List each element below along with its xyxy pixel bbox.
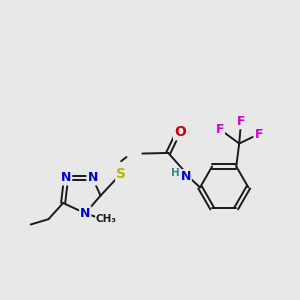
Text: N: N [80, 207, 90, 220]
Text: CH₃: CH₃ [96, 214, 117, 224]
Text: S: S [116, 167, 126, 181]
Text: H: H [171, 168, 179, 178]
Text: O: O [174, 125, 186, 139]
Text: N: N [87, 172, 98, 184]
Text: N: N [61, 172, 71, 184]
Text: F: F [215, 124, 224, 136]
Text: F: F [236, 115, 245, 128]
Text: F: F [254, 128, 263, 141]
Text: N: N [180, 170, 191, 183]
